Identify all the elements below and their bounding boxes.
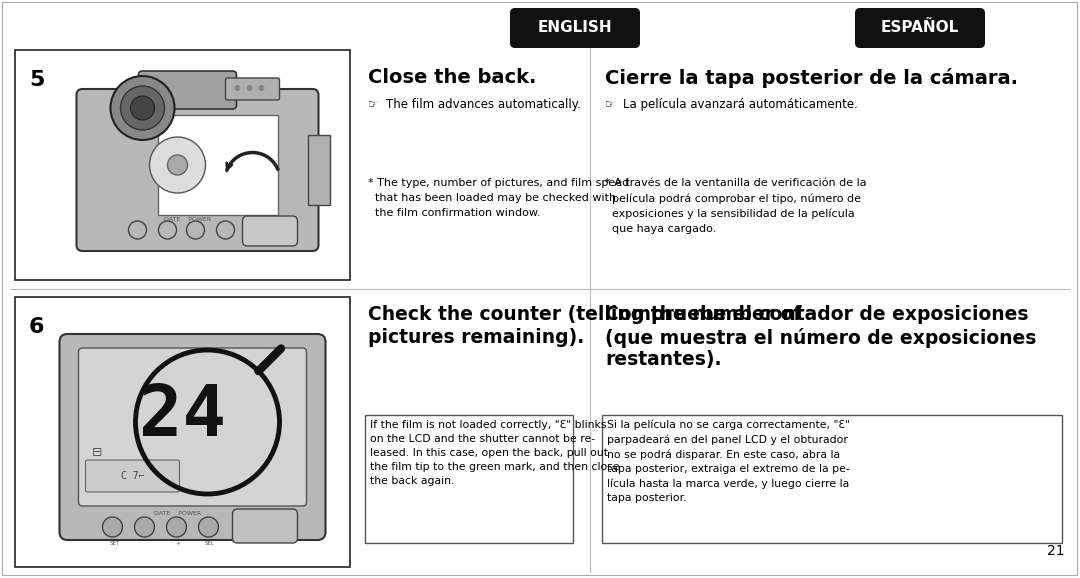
Text: 6: 6	[29, 317, 44, 337]
Circle shape	[110, 76, 175, 140]
Text: ESPAÑOL: ESPAÑOL	[881, 20, 959, 35]
Text: DATE    POWER: DATE POWER	[154, 511, 201, 516]
Circle shape	[187, 221, 204, 239]
Circle shape	[129, 221, 147, 239]
Bar	[15, 297, 350, 567]
Text: If the film is not loaded correctly, "Ɛ" blinks
on the LCD and the shutter canno: If the film is not loaded correctly, "Ɛ"…	[370, 420, 620, 486]
Text: ☞  The film advances automatically.: ☞ The film advances automatically.	[368, 98, 581, 111]
Circle shape	[234, 85, 241, 91]
Bar	[308, 135, 329, 205]
FancyBboxPatch shape	[855, 8, 985, 48]
Text: * The type, number of pictures, and film speed
  that has been loaded may be che: * The type, number of pictures, and film…	[368, 178, 630, 217]
Circle shape	[166, 517, 187, 537]
Text: restantes).: restantes).	[605, 350, 721, 369]
Bar	[158, 115, 278, 215]
FancyBboxPatch shape	[59, 334, 325, 540]
FancyBboxPatch shape	[232, 509, 297, 543]
Circle shape	[216, 221, 234, 239]
Text: C 7⌐: C 7⌐	[121, 471, 145, 481]
Text: pictures remaining).: pictures remaining).	[368, 328, 584, 347]
Text: SEL: SEL	[204, 541, 215, 546]
Text: Compruebe el contador de exposiciones: Compruebe el contador de exposiciones	[605, 305, 1028, 324]
Text: SET: SET	[109, 541, 120, 546]
Circle shape	[159, 221, 176, 239]
FancyBboxPatch shape	[138, 71, 237, 109]
Text: 5: 5	[29, 70, 44, 90]
Text: 24: 24	[139, 383, 226, 451]
FancyBboxPatch shape	[243, 216, 297, 246]
FancyBboxPatch shape	[85, 460, 179, 492]
Text: Cierre la tapa posterior de la cámara.: Cierre la tapa posterior de la cámara.	[605, 68, 1018, 88]
Text: (que muestra el número de exposiciones: (que muestra el número de exposiciones	[605, 328, 1037, 348]
Text: ☞  La película avanzará automáticamente.: ☞ La película avanzará automáticamente.	[605, 98, 858, 111]
Bar	[602, 415, 1062, 543]
Text: Close the back.: Close the back.	[368, 68, 537, 87]
FancyBboxPatch shape	[510, 8, 640, 48]
Circle shape	[199, 517, 218, 537]
Circle shape	[121, 86, 164, 130]
Circle shape	[167, 155, 188, 175]
Text: 21: 21	[1048, 544, 1065, 558]
Circle shape	[258, 85, 265, 91]
Text: Check the counter (telling the number of: Check the counter (telling the number of	[368, 305, 801, 324]
Text: Si la película no se carga correctamente, "Ɛ"
parpadeará en del panel LCD y el o: Si la película no se carga correctamente…	[607, 420, 850, 503]
Text: ⊟: ⊟	[92, 446, 103, 458]
FancyBboxPatch shape	[226, 78, 280, 100]
FancyBboxPatch shape	[79, 348, 307, 506]
Circle shape	[246, 85, 253, 91]
Circle shape	[103, 517, 122, 537]
Text: +: +	[175, 541, 180, 546]
Text: * A través de la ventanilla de verificación de la
  película podrá comprobar el : * A través de la ventanilla de verificac…	[605, 178, 866, 234]
Text: ENGLISH: ENGLISH	[538, 20, 612, 35]
Bar	[365, 415, 573, 543]
Circle shape	[149, 137, 205, 193]
Circle shape	[131, 96, 154, 120]
FancyBboxPatch shape	[77, 89, 319, 251]
Text: DATE    POWER: DATE POWER	[164, 217, 211, 222]
Bar	[15, 50, 350, 280]
Circle shape	[135, 517, 154, 537]
